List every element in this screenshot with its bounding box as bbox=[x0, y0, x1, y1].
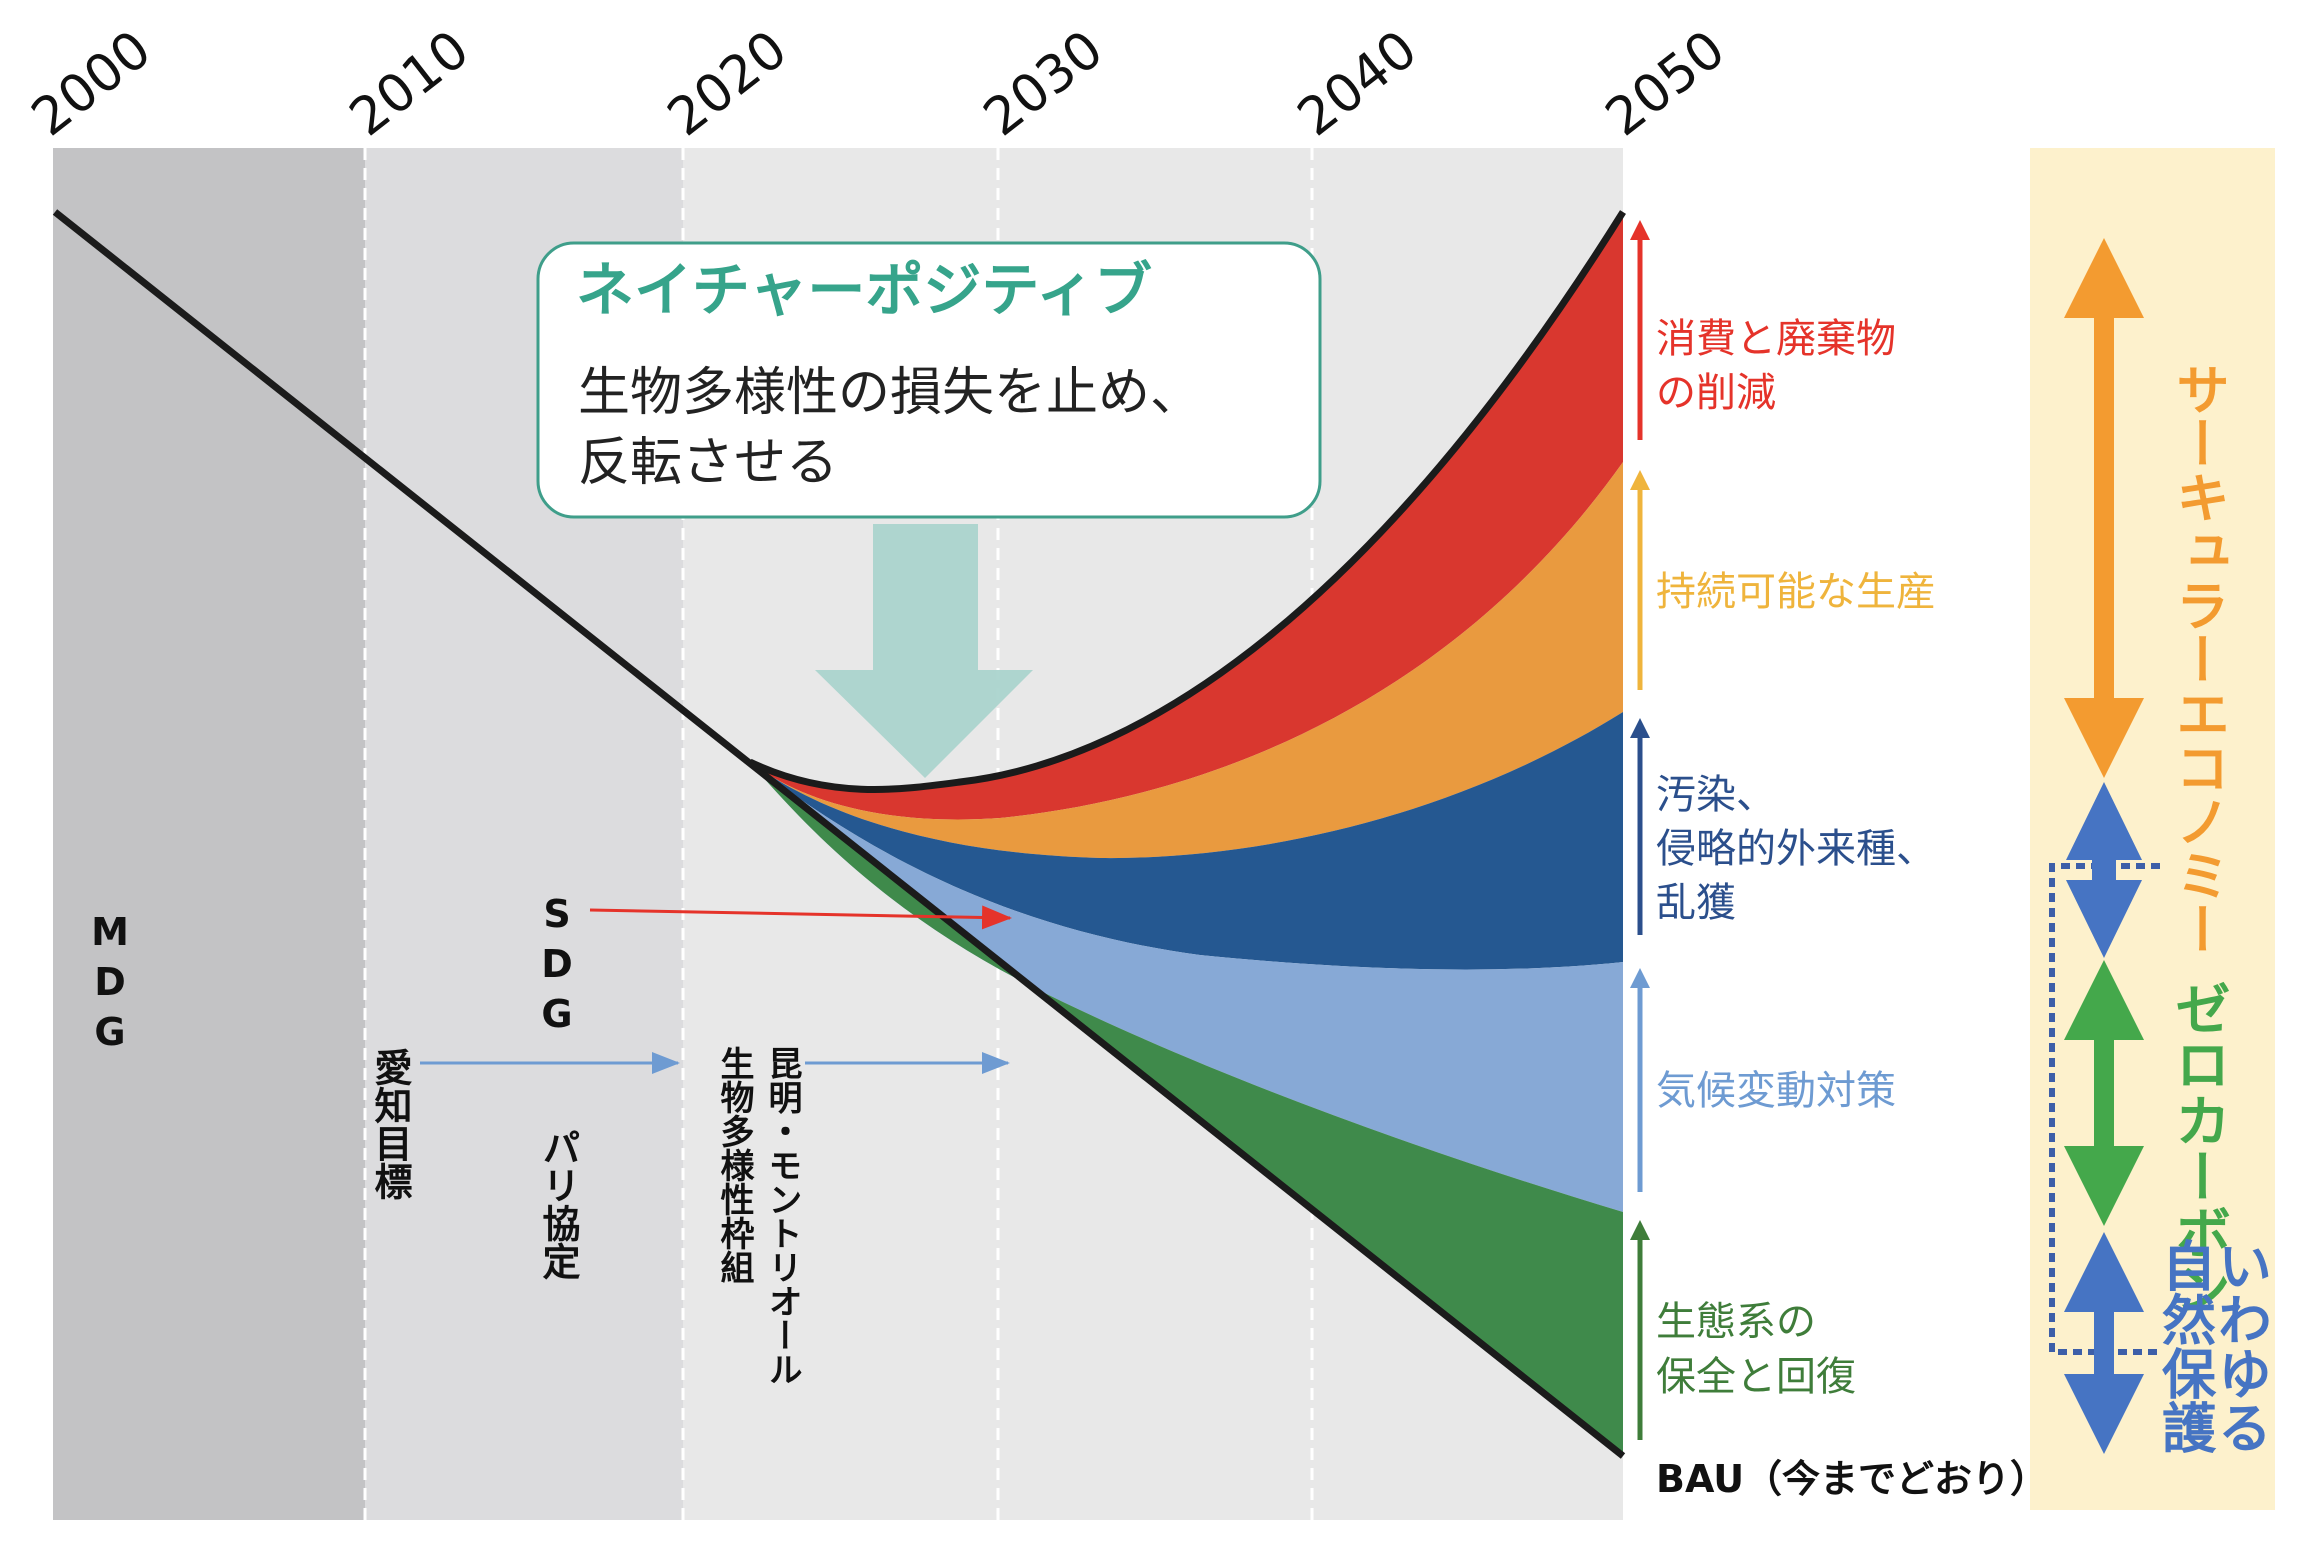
callout-line-1: 生物多様性の損失を止め、 bbox=[578, 363, 1202, 423]
bau-line bbox=[52, 209, 1626, 1459]
left-labels: MDG SDG 愛知目標 パリ協定 昆明・モントリオール 生物多様性枠組 bbox=[88, 892, 802, 1386]
year-axis: 2000 2010 2020 2030 2040 2050 bbox=[21, 19, 1736, 148]
climate-arrow-head bbox=[1630, 968, 1650, 988]
nature-protection-label: 自然保護 bbox=[2153, 1238, 2216, 1454]
sdg-label: SDG bbox=[535, 892, 579, 1042]
period-2000-2010 bbox=[53, 148, 365, 1520]
band-production bbox=[750, 462, 1623, 859]
right-panel-bg bbox=[2030, 148, 2275, 1510]
production-label: 持続可能な生産 bbox=[1656, 569, 1936, 615]
consumption-label-1: 消費と廃棄物 bbox=[1656, 316, 1896, 362]
band-labels: 消費と廃棄物 の削減 持続可能な生産 汚染、 侵略的外来種、 乱獲 気候変動対策… bbox=[1656, 316, 2048, 1501]
year-label: 2000 bbox=[21, 19, 162, 148]
band-arrows bbox=[1630, 220, 1650, 1440]
band-pollution bbox=[750, 712, 1623, 970]
pollution-label-1: 汚染、 bbox=[1656, 772, 1776, 818]
year-label: 2030 bbox=[973, 19, 1114, 148]
circular-economy-arrow bbox=[2064, 238, 2144, 778]
paris-label: パリ協定 bbox=[536, 1128, 580, 1280]
nature-positive-callout: ネイチャーポジティブ 生物多様性の損失を止め、 反転させる bbox=[536, 241, 1322, 519]
so-called-label: いわゆる bbox=[2209, 1238, 2272, 1454]
zero-carbon-label: ゼロカーボン bbox=[2166, 980, 2231, 1316]
kunming-label-1: 昆明・モントリオール bbox=[762, 1046, 802, 1386]
callout-line-2: 反転させる bbox=[578, 433, 838, 493]
ecosystem-label-2: 保全と回復 bbox=[1656, 1354, 1856, 1400]
mdg-label: MDG bbox=[88, 910, 132, 1060]
nature-protection-arrow bbox=[2064, 1232, 2144, 1454]
year-label: 2020 bbox=[657, 19, 798, 148]
pollution-label-2: 侵略的外来種、 bbox=[1656, 826, 1936, 872]
ecosystem-label-1: 生態系の bbox=[1656, 1299, 1816, 1345]
band-climate bbox=[750, 762, 1623, 1212]
aichi-label: 愛知目標 bbox=[368, 1048, 412, 1200]
zero-carbon-arrow bbox=[2064, 960, 2144, 1226]
year-label: 2040 bbox=[1287, 19, 1428, 148]
right-panel: サーキュラーエコノミー ゼロカーボン いわゆる 自然保護 bbox=[2030, 148, 2275, 1510]
sdg-arrow bbox=[589, 905, 1012, 930]
band-consumption bbox=[750, 212, 1623, 820]
year-label: 2010 bbox=[339, 19, 480, 148]
blue-arrow-top bbox=[2066, 782, 2142, 958]
ecosystem-arrow-head bbox=[1630, 1220, 1650, 1240]
climate-label: 気候変動対策 bbox=[1656, 1068, 1896, 1114]
pollution-arrow-head bbox=[1630, 718, 1650, 738]
nature-positive-curve bbox=[748, 210, 1626, 793]
year-label: 2050 bbox=[1595, 19, 1736, 148]
callout-title: ネイチャーポジティブ bbox=[576, 256, 1152, 324]
down-arrow bbox=[815, 524, 1033, 778]
circular-economy-label: サーキュラーエコノミー bbox=[2167, 362, 2230, 956]
consumption-arrow-head bbox=[1630, 220, 1650, 240]
bau-label: BAU（今までどおり） bbox=[1656, 1457, 2048, 1501]
callout-box bbox=[536, 241, 1322, 519]
consumption-label-2: の削減 bbox=[1656, 370, 1776, 416]
production-arrow-head bbox=[1630, 470, 1650, 490]
kunming-label-2: 生物多様性枠組 bbox=[714, 1046, 754, 1284]
pollution-label-3: 乱獲 bbox=[1656, 880, 1736, 926]
